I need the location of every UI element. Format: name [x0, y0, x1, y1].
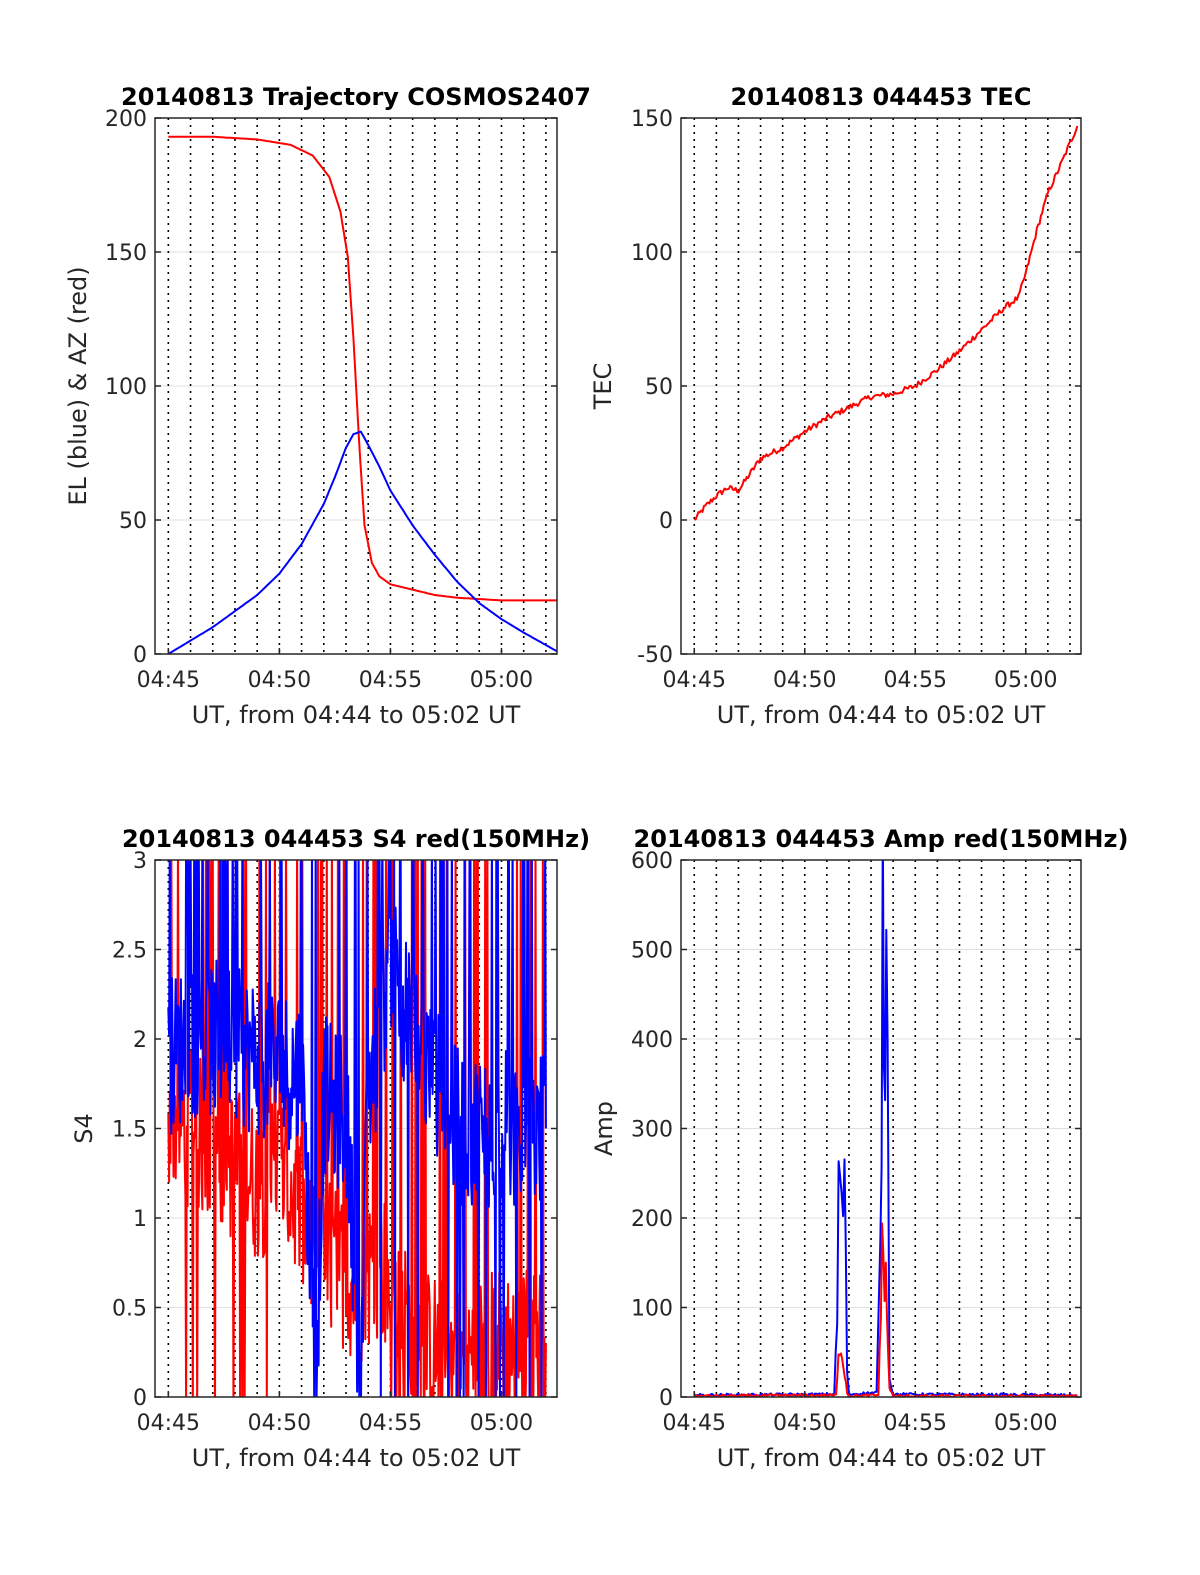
- chart-3: 0 0.5 1 1.5 2 2.5 3 04:45 04:50 04:55 05:00 2014081…: [70, 825, 590, 1472]
- x-axis-label: UT, from 04:44 to 05:02 UT: [717, 701, 1046, 729]
- x-tick-label: 05:00: [470, 668, 533, 693]
- y-tick-label: 2.5: [112, 939, 147, 964]
- series-group: [167, 135, 557, 654]
- chart-4: 0 100 200 300 400 500 600 04:45 04:50 04:55 05:00 2…: [590, 825, 1129, 1472]
- y-tick-label: 300: [631, 1118, 673, 1143]
- series-line-2: [167, 860, 547, 1397]
- x-tick-label: 05:00: [994, 668, 1057, 693]
- chart-title: 20140813 044453 Amp red(150MHz): [634, 825, 1129, 853]
- y-tick-label: 1.5: [112, 1118, 147, 1143]
- x-axis-label: UT, from 04:44 to 05:02 UT: [192, 701, 521, 729]
- y-tick-label: 0: [659, 1386, 673, 1411]
- x-axis-label: UT, from 04:44 to 05:02 UT: [717, 1444, 1046, 1472]
- x-axis-label: UT, from 04:44 to 05:02 UT: [192, 1444, 521, 1472]
- chart-title: 20140813 044453 TEC: [731, 83, 1032, 111]
- x-tick-label: 04:55: [359, 668, 422, 693]
- y-tick-label: 400: [631, 1028, 673, 1053]
- x-tick-label: 04:45: [663, 1411, 726, 1436]
- series-line-1: [694, 125, 1079, 521]
- series-line-2: [167, 430, 557, 654]
- y-tick-label: 2: [133, 1028, 147, 1053]
- y-tick-label: 150: [105, 241, 147, 266]
- x-tick-label: 04:55: [884, 668, 947, 693]
- y-axis-label: S4: [70, 1113, 98, 1144]
- x-tick-label: 05:00: [994, 1411, 1057, 1436]
- x-tick-label: 04:50: [773, 668, 836, 693]
- series-line-1: [693, 860, 1078, 1397]
- y-tick-label: 50: [119, 509, 147, 534]
- y-tick-label: 100: [631, 241, 673, 266]
- y-axis-label: Amp: [590, 1101, 618, 1156]
- y-tick-label: 100: [631, 1297, 673, 1322]
- y-tick-label: 150: [631, 107, 673, 132]
- x-tick-label: 04:50: [248, 1411, 311, 1436]
- chart-title: 20140813 044453 S4 red(150MHz): [122, 825, 590, 853]
- y-axis-label: TEC: [589, 363, 617, 411]
- y-tick-label: 0.5: [112, 1297, 147, 1322]
- y-tick-label: 600: [631, 849, 673, 874]
- chart-title: 20140813 Trajectory COSMOS2407: [121, 83, 591, 111]
- series-group: [693, 860, 1078, 1397]
- y-tick-label: 3: [133, 849, 147, 874]
- chart-1: 0 50 100 150 200 04:45 04:50 04:55 05:00 20140813…: [64, 83, 591, 729]
- y-tick-label: 0: [659, 509, 673, 534]
- y-tick-label: -50: [637, 643, 673, 668]
- series-line-2: [693, 1222, 1078, 1397]
- y-tick-label: 0: [133, 643, 147, 668]
- x-tick-label: 04:45: [137, 668, 200, 693]
- series-group: [167, 860, 547, 1397]
- y-tick-label: 50: [645, 375, 673, 400]
- series-line-1: [168, 135, 557, 602]
- x-tick-label: 04:55: [884, 1411, 947, 1436]
- x-tick-label: 04:50: [773, 1411, 836, 1436]
- x-tick-label: 04:45: [137, 1411, 200, 1436]
- chart-2: -50 0 50 100 150 04:45 04:50 04:55 05:00 20140813…: [589, 83, 1082, 729]
- x-tick-label: 04:55: [359, 1411, 422, 1436]
- x-tick-label: 04:50: [248, 668, 311, 693]
- y-tick-label: 1: [133, 1207, 147, 1232]
- y-tick-label: 200: [631, 1207, 673, 1232]
- y-tick-label: 100: [105, 375, 147, 400]
- y-tick-label: 500: [631, 939, 673, 964]
- x-tick-label: 04:45: [663, 668, 726, 693]
- y-tick-label: 200: [105, 107, 147, 132]
- y-tick-label: 0: [133, 1386, 147, 1411]
- x-tick-label: 05:00: [470, 1411, 533, 1436]
- y-axis-label: EL (blue) & AZ (red): [64, 266, 92, 505]
- series-group: [694, 125, 1079, 521]
